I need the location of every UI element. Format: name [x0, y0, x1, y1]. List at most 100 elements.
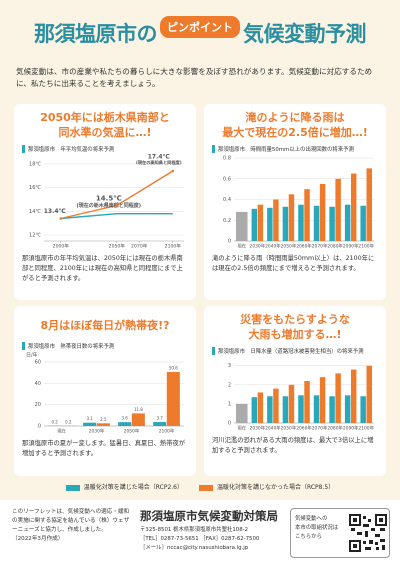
x-tick-label: 2030年 — [250, 243, 266, 250]
bar — [298, 395, 304, 423]
y-tick-label: 0.4 — [223, 197, 231, 203]
x-tick-label: 2050年 — [281, 243, 297, 250]
x-tick-label: 2090年 — [343, 425, 359, 432]
description: 滝のように降る雨（時間雨量50mm以上）は、2100年には現在の2.5倍の頻度に… — [212, 255, 375, 272]
legend-item: 温暖化対策を講じた場合（RCP2.6） — [65, 482, 183, 491]
bar — [366, 168, 372, 241]
x-tick-label: 2040年 — [265, 425, 281, 432]
y-tick-label: 0.8 — [223, 156, 231, 162]
bar — [304, 381, 310, 423]
value-label: 2.5 — [100, 417, 107, 422]
footer: このリーフレットは、気候変動への適応・緩和の実施に関する協定を結んでいる（株）ウ… — [0, 500, 400, 566]
legend-label: 温暖化対策を講じた場合（RCP2.6） — [83, 484, 183, 491]
bar — [319, 183, 326, 241]
value-label: 50.6 — [169, 366, 178, 371]
y-tick-label: 0 — [228, 239, 231, 245]
bar — [304, 189, 310, 241]
bar — [298, 204, 304, 241]
bar — [335, 178, 341, 241]
chart-title: 那須塩原市 時間雨量50mm以上の出現回数の将来予測 — [212, 145, 354, 153]
bar — [251, 208, 258, 241]
legend-item: 温暖化対策を講じなかった場合（RCP8.5） — [199, 482, 334, 491]
headline-line: 同水準の気温に…! — [58, 126, 152, 139]
bar — [257, 392, 264, 423]
bar — [344, 395, 351, 423]
headline-line: 最大で現在の2.5倍に増加…! — [222, 126, 368, 139]
bar — [329, 396, 335, 423]
org-name: 那須塩原市気候変動対策局 — [140, 509, 278, 523]
y-tick-label: 0 — [228, 421, 231, 427]
y-tick-label: 0.6 — [223, 176, 231, 182]
bar — [344, 204, 351, 241]
y-tick-label: 0.2 — [223, 218, 231, 224]
x-tick-label: 2090年 — [343, 243, 359, 250]
headline-line: 大雨も増加する…! — [248, 328, 342, 341]
bar — [251, 397, 258, 423]
x-tick-label: 2100年 — [358, 243, 374, 250]
qr-box: 気候変動への 本市の取組状況は こちらから — [290, 508, 390, 558]
value-label: 3.1 — [86, 416, 93, 421]
x-tick-label: 2050年 — [109, 243, 126, 250]
headline-line: 滝のように降る雨は — [245, 111, 345, 124]
x-tick-label: 2070年 — [131, 243, 148, 250]
description: 河川氾濫の恐れがある大雨の頻度は、最大で3倍以上に増加すると予測されます。 — [212, 437, 374, 454]
bar — [236, 403, 248, 423]
chart: 0 0.2 0.4 0.6 0.8 現在 2030年 2040年 2050年 2060年 2070年… — [223, 156, 375, 250]
bar — [153, 422, 167, 426]
bar — [83, 422, 97, 426]
bar — [257, 204, 264, 241]
y-tick-label: 1 — [228, 401, 231, 407]
qr-text: 気候変動への — [295, 516, 328, 522]
bar — [273, 388, 279, 423]
x-tick-label: 現在 — [237, 425, 246, 432]
chart: 0 1 2 3 現在 2030年 2040年 2050年 2060年 2070年 2080年 2090… — [228, 363, 375, 432]
x-tick-label: 現在 — [237, 243, 246, 250]
annotation: (現在の高知県と同程度) — [136, 159, 182, 166]
annotation: 17.4℃ — [148, 154, 170, 161]
bar — [313, 395, 320, 423]
value-label: 3.7 — [156, 416, 163, 421]
bar — [282, 206, 289, 241]
legend-swatch — [65, 484, 80, 491]
x-tick-label: 2080年 — [327, 243, 343, 250]
title: 那須塩原市の — [34, 22, 158, 46]
x-tick-label: 2060年 — [296, 243, 312, 250]
bar — [313, 205, 320, 241]
bar — [273, 199, 279, 241]
annotation: 14.5℃ — [96, 194, 122, 202]
y-tick-label: 0 — [38, 424, 41, 430]
x-tick-label: 2030年 — [250, 425, 266, 432]
annotation: (現在の栃木県南部と同程度) — [77, 202, 142, 209]
value-label: 11.8 — [134, 407, 143, 412]
x-tick-label: 2040年 — [265, 243, 281, 250]
legend-label: 温暖化対策を講じなかった場合（RCP8.5） — [217, 484, 335, 491]
legend: 温暖化対策を講じた場合（RCP2.6） 温暖化対策を講じなかった場合（RCP8.… — [0, 482, 400, 491]
x-tick-label: 2000年 — [53, 243, 70, 250]
x-tick-label: 現在 — [57, 428, 66, 435]
bar — [335, 373, 341, 423]
mail: ［メール］nccac@city.nasushiobara.lg.jp — [140, 545, 249, 551]
legend-swatch — [199, 484, 213, 491]
value-label: 0.2 — [65, 419, 72, 424]
footer-note: このリーフレットは、気候変動への適応・緩和の実施に関する協定を結んでいる（株）ウ… — [12, 508, 130, 544]
x-tick-label: 2060年 — [296, 425, 312, 432]
y-tick-label: 2 — [228, 382, 231, 388]
description: 那須塩原市の夏が一変します。猛暑日、真夏日、熱帯夜が増加すると予測されます。 — [22, 440, 186, 457]
y-tick-label: 60 — [35, 360, 41, 366]
x-tick-label: 2100年 — [165, 243, 182, 250]
value-label: 0.2 — [51, 419, 58, 424]
y-tick-label: 3 — [228, 363, 231, 369]
qr-code — [349, 514, 387, 552]
bar — [267, 207, 273, 241]
qr-text: こちらから — [295, 534, 322, 540]
description: 那須塩原市の年平均気温は、2050年には現在の栃木県南部と同程度、2100年には… — [22, 255, 183, 282]
y-tick-label: 40 — [35, 381, 41, 387]
headline: 2050年には栃木県南部と 同水準の気温に…! — [40, 110, 170, 140]
address: 〒325-8501 栃木県那須塩原市共墾社108-2 — [140, 527, 249, 533]
title: 気候変動予測 — [243, 22, 367, 46]
bar — [282, 396, 289, 423]
chart-title: 那須塩原市 日降水量（道路冠水被害発生相当）の将来予測 — [212, 347, 364, 355]
panel: 災害をもたらすような 大雨も増加する…! 那須塩原市 日降水量（道路冠水被害発生相… — [204, 306, 386, 476]
point — [59, 217, 63, 220]
